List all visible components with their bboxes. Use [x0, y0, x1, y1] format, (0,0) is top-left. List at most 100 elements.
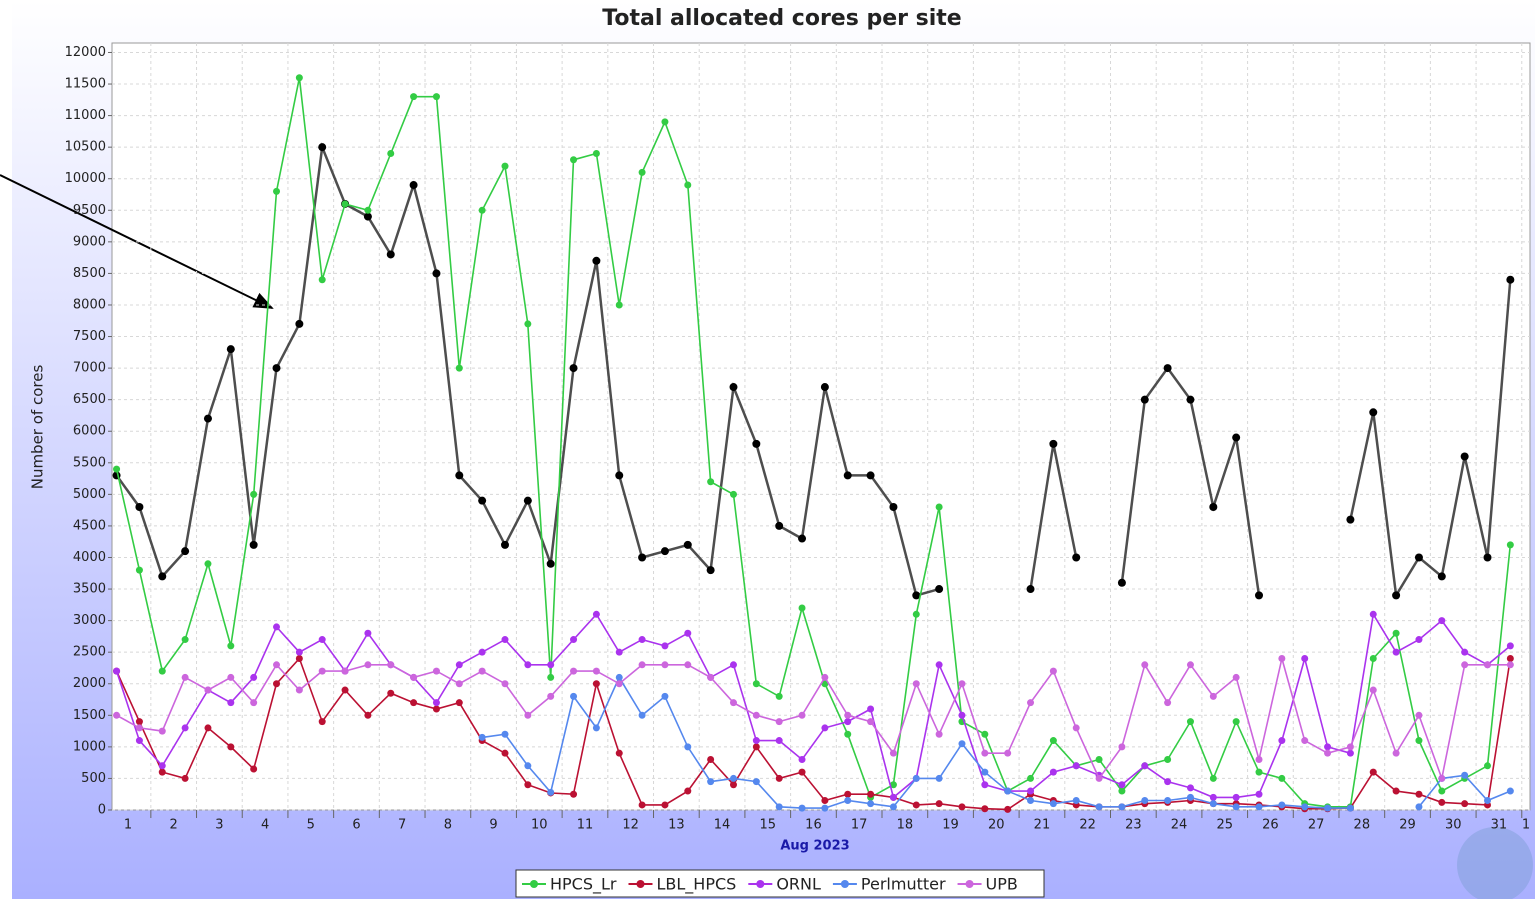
data-point: [1141, 762, 1149, 770]
data-point: [1072, 724, 1080, 732]
data-point: [1392, 629, 1400, 637]
data-point: [478, 496, 487, 505]
data-point: [181, 673, 189, 681]
data-point: [501, 730, 509, 738]
data-point: [1072, 553, 1081, 562]
data-point: [1415, 711, 1423, 719]
y-tick-label: 10000: [65, 171, 106, 186]
data-point: [364, 661, 372, 669]
y-tick-label: 6500: [73, 392, 106, 407]
y-tick-label: 7500: [73, 329, 106, 344]
data-point: [729, 774, 737, 782]
y-tick-label: 9000: [73, 234, 106, 249]
data-point: [684, 743, 692, 751]
data-point: [1324, 749, 1332, 757]
legend-marker: [965, 880, 974, 888]
data-point: [752, 743, 760, 751]
y-tick-label: 1000: [73, 739, 106, 754]
x-tick-label: 31: [1491, 818, 1508, 833]
data-point: [341, 667, 349, 675]
y-tick-label: 7000: [73, 361, 106, 376]
data-point: [1049, 737, 1057, 745]
data-point: [1027, 774, 1035, 782]
data-point: [1026, 585, 1035, 594]
data-point: [524, 781, 532, 789]
data-point: [798, 804, 806, 812]
data-point: [523, 496, 532, 505]
data-point: [181, 724, 189, 732]
data-point: [592, 680, 600, 688]
data-point: [661, 118, 669, 126]
data-point: [912, 774, 920, 782]
data-point: [1004, 787, 1012, 795]
data-point: [158, 572, 167, 581]
data-point: [981, 730, 989, 738]
data-point: [387, 149, 395, 157]
x-tick-label: 20: [988, 818, 1005, 833]
data-point: [707, 478, 715, 486]
y-tick-label: 10500: [65, 140, 106, 155]
data-point: [912, 610, 920, 618]
data-point: [684, 181, 692, 189]
data-point: [1164, 755, 1172, 763]
data-point: [889, 803, 897, 811]
data-point: [478, 206, 486, 214]
legend-label: LBL_HPCS: [657, 875, 737, 895]
data-point: [227, 642, 235, 650]
series-points: [112, 143, 1515, 600]
data-point: [1095, 774, 1103, 782]
data-point: [363, 212, 372, 221]
y-tick-label: 1500: [73, 708, 106, 723]
data-point: [1141, 797, 1149, 805]
data-point: [1278, 774, 1286, 782]
data-point: [1163, 364, 1172, 373]
data-point: [318, 143, 327, 152]
data-point: [1232, 433, 1241, 442]
data-point: [1209, 800, 1217, 808]
y-axis-label: Number of cores: [29, 365, 47, 490]
data-point: [958, 711, 966, 719]
data-point: [1506, 642, 1514, 650]
data-point: [318, 718, 326, 726]
data-point: [570, 692, 578, 700]
x-tick-label: 28: [1354, 818, 1371, 833]
data-point: [181, 547, 190, 556]
data-point: [844, 797, 852, 805]
x-tick-label: 12: [622, 818, 639, 833]
data-point: [592, 149, 600, 157]
data-point: [889, 749, 897, 757]
data-point: [204, 560, 212, 568]
data-point: [227, 743, 235, 751]
data-point: [1232, 718, 1240, 726]
data-point: [661, 661, 669, 669]
data-point: [1414, 553, 1423, 562]
data-point: [592, 610, 600, 618]
data-point: [1506, 275, 1515, 284]
data-point: [821, 680, 829, 688]
data-point: [843, 471, 852, 480]
y-tick-label: 12000: [65, 45, 106, 60]
data-point: [250, 673, 258, 681]
data-point: [1415, 636, 1423, 644]
data-point: [1438, 787, 1446, 795]
y-tick-label: 4000: [73, 550, 106, 565]
data-point: [432, 93, 440, 101]
series-points: [113, 654, 1514, 782]
data-point: [569, 364, 578, 373]
data-point: [1346, 804, 1354, 812]
data-point: [387, 661, 395, 669]
data-point: [546, 559, 555, 568]
data-point: [1232, 803, 1240, 811]
y-tick-label: 3000: [73, 613, 106, 628]
data-point: [135, 737, 143, 745]
data-point: [638, 661, 646, 669]
x-tick-label: 2: [170, 818, 178, 833]
data-point: [1049, 768, 1057, 776]
data-point: [1484, 661, 1492, 669]
data-point: [1484, 797, 1492, 805]
data-point: [1255, 803, 1263, 811]
data-point: [158, 768, 166, 776]
legend-label: ORNL: [776, 875, 821, 894]
chart-title: Total allocated cores per site: [602, 6, 961, 31]
data-point: [752, 778, 760, 786]
